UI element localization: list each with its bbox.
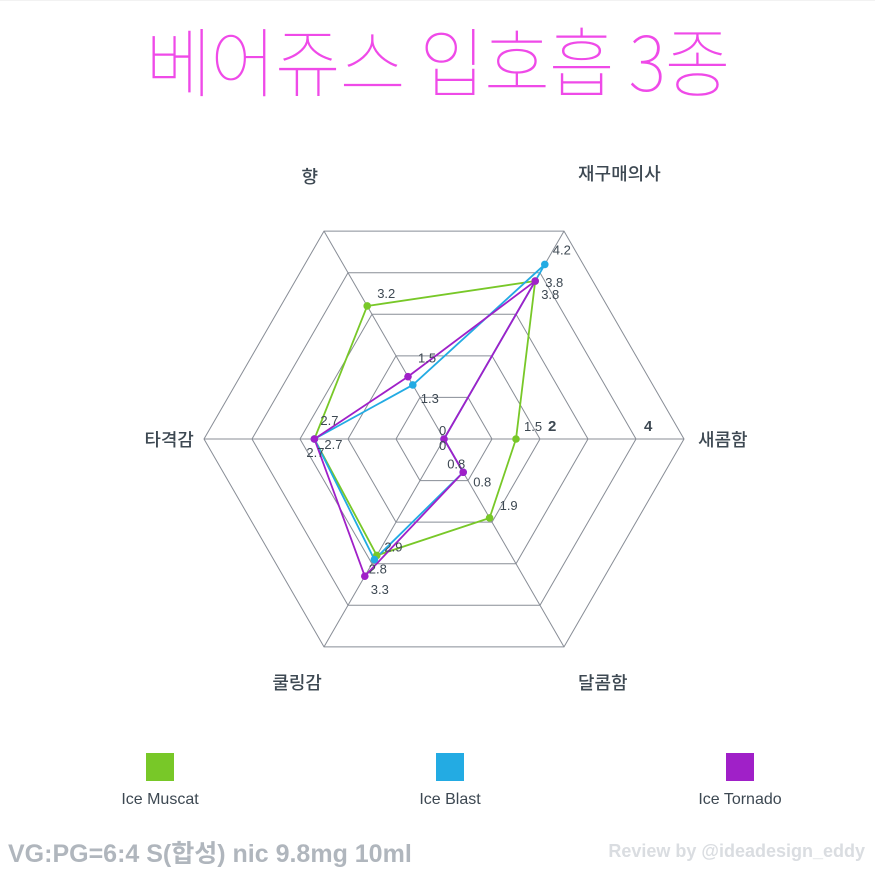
svg-text:재구매의사: 재구매의사 xyxy=(578,164,661,184)
svg-text:2.7: 2.7 xyxy=(306,445,324,460)
svg-text:1.3: 1.3 xyxy=(421,391,439,406)
svg-text:2.7: 2.7 xyxy=(320,413,338,428)
svg-text:3.8: 3.8 xyxy=(545,275,563,290)
svg-text:0.8: 0.8 xyxy=(447,456,465,471)
svg-text:달콤함: 달콤함 xyxy=(578,673,628,693)
svg-text:2.8: 2.8 xyxy=(369,561,387,576)
svg-text:0.8: 0.8 xyxy=(473,474,491,489)
svg-text:3.3: 3.3 xyxy=(371,582,389,597)
svg-text:2: 2 xyxy=(548,418,556,435)
svg-text:1.5: 1.5 xyxy=(524,419,542,434)
svg-text:4: 4 xyxy=(644,418,653,435)
svg-text:1.9: 1.9 xyxy=(500,498,518,513)
svg-text:타격감: 타격감 xyxy=(144,430,194,450)
svg-text:0: 0 xyxy=(439,423,446,438)
svg-text:향: 향 xyxy=(301,167,318,187)
svg-text:쿨링감: 쿨링감 xyxy=(272,673,322,693)
svg-text:3.2: 3.2 xyxy=(377,286,395,301)
svg-text:4.2: 4.2 xyxy=(553,242,571,257)
svg-text:2.7: 2.7 xyxy=(324,437,342,452)
svg-text:1.5: 1.5 xyxy=(418,351,436,366)
svg-text:새콤함: 새콤함 xyxy=(698,430,748,450)
svg-text:2.9: 2.9 xyxy=(384,540,402,555)
svg-text:0: 0 xyxy=(439,438,446,453)
